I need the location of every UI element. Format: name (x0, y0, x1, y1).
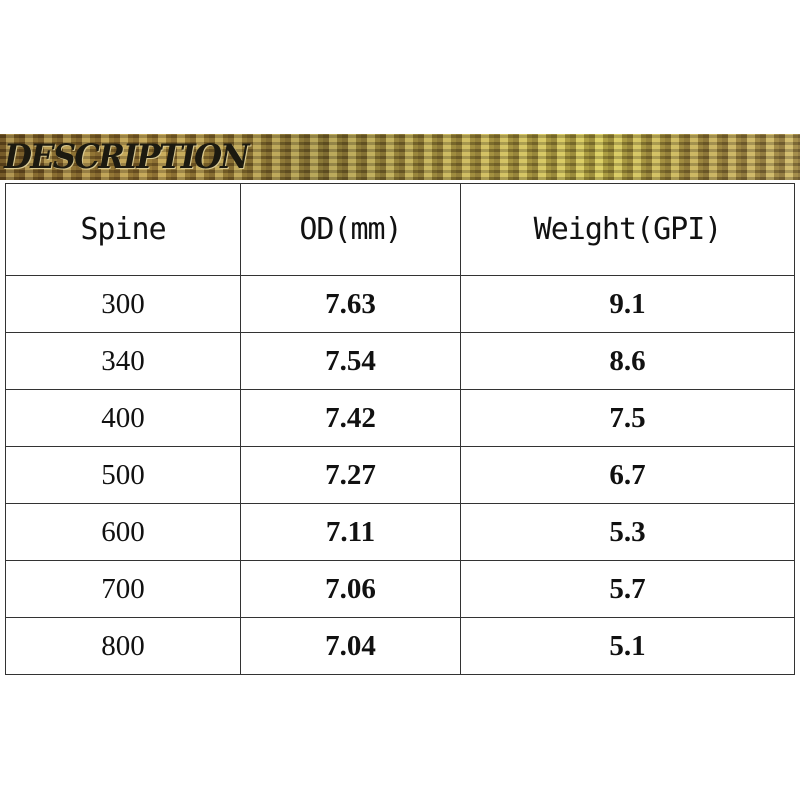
cell-spine: 300 (5, 275, 241, 333)
cell-od: 7.06 (240, 560, 461, 618)
cell-spine: 600 (5, 503, 241, 561)
table-row: 700 7.06 5.7 (5, 560, 795, 618)
cell-od: 7.42 (240, 389, 461, 447)
header-spine: Spine (5, 183, 241, 276)
cell-od: 7.11 (240, 503, 461, 561)
cell-weight: 7.5 (460, 389, 795, 447)
cell-weight: 5.3 (460, 503, 795, 561)
cell-weight: 5.7 (460, 560, 795, 618)
banner-title: DESCRIPTION (4, 137, 250, 177)
cell-od: 7.63 (240, 275, 461, 333)
cell-weight: 5.1 (460, 617, 795, 675)
header-weight: Weight(GPI) (460, 183, 795, 276)
header-row: Spine OD(mm) Weight(GPI) (5, 183, 795, 276)
cell-od: 7.54 (240, 332, 461, 390)
cell-spine: 340 (5, 332, 241, 390)
cell-od: 7.04 (240, 617, 461, 675)
cell-spine: 400 (5, 389, 241, 447)
table-row: 300 7.63 9.1 (5, 275, 795, 333)
cell-weight: 9.1 (460, 275, 795, 333)
table-row: 500 7.27 6.7 (5, 446, 795, 504)
cell-spine: 700 (5, 560, 241, 618)
cell-spine: 500 (5, 446, 241, 504)
description-banner: DESCRIPTION (0, 134, 800, 180)
table-row: 340 7.54 8.6 (5, 332, 795, 390)
spec-table: Spine OD(mm) Weight(GPI) 300 7.63 9.1 340 7.… (5, 183, 795, 675)
table-row: 400 7.42 7.5 (5, 389, 795, 447)
header-od: OD(mm) (240, 183, 461, 276)
table-row: 600 7.11 5.3 (5, 503, 795, 561)
cell-weight: 6.7 (460, 446, 795, 504)
cell-weight: 8.6 (460, 332, 795, 390)
table-row: 800 7.04 5.1 (5, 617, 795, 675)
cell-spine: 800 (5, 617, 241, 675)
cell-od: 7.27 (240, 446, 461, 504)
